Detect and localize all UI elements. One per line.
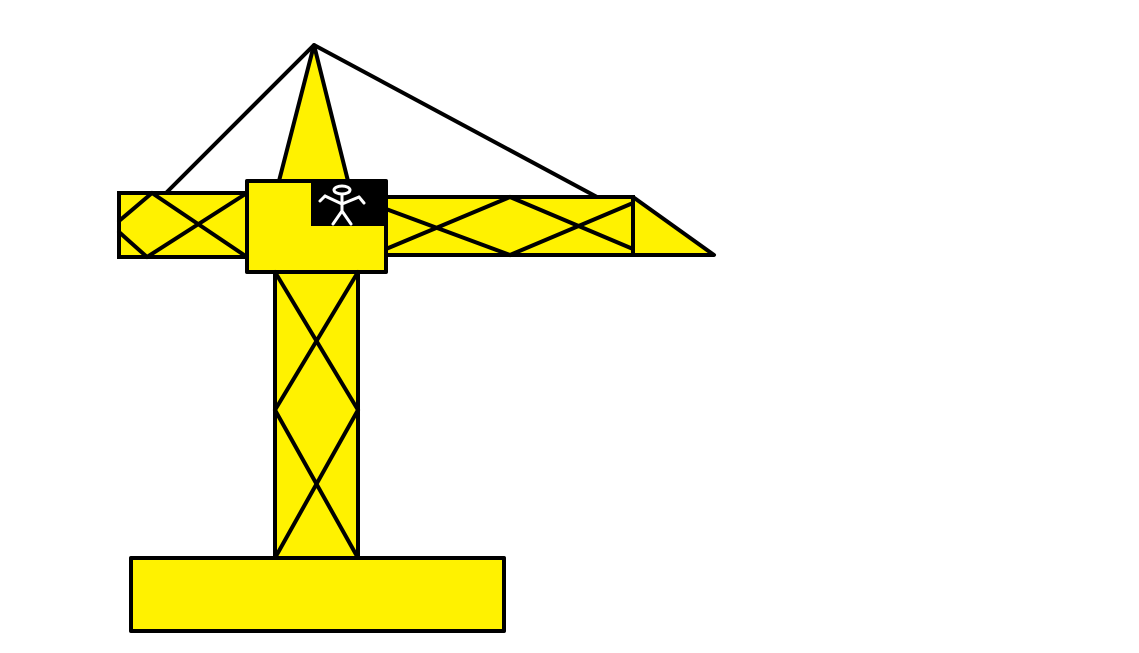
main-jib xyxy=(384,195,635,257)
front-support-cable xyxy=(313,43,598,199)
cabin-window xyxy=(311,181,386,226)
tower-mast xyxy=(273,270,360,560)
counter-jib xyxy=(117,191,249,259)
crane-base xyxy=(129,556,506,633)
rear-support-cable xyxy=(164,43,316,195)
operator-figure xyxy=(318,184,366,226)
jib-tip xyxy=(631,195,716,257)
